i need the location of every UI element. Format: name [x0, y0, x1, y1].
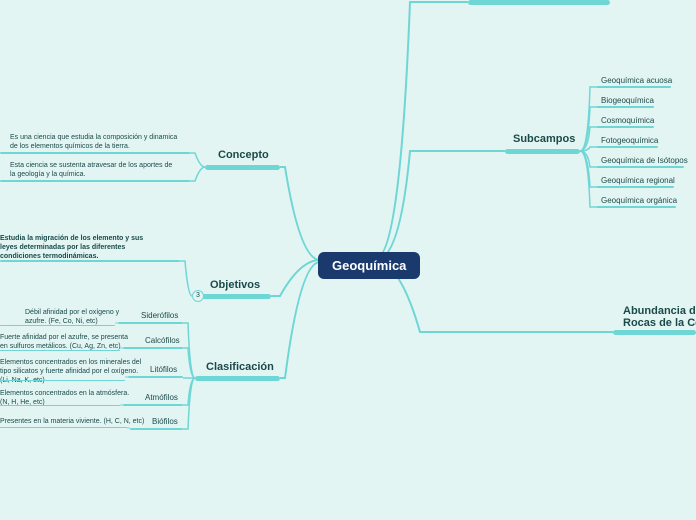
concepto-child-1-ul	[0, 180, 190, 182]
objetivos-child-0: Estudia la migración de los elemento y s…	[0, 234, 143, 261]
clasif-biofilos-desc-ul	[0, 427, 127, 428]
branch-abundancia-underline	[613, 330, 696, 335]
branch-concepto[interactable]: Concepto	[218, 149, 269, 161]
branch-clasificacion-underline	[195, 376, 280, 381]
clasif-biofilos-ul	[130, 428, 183, 430]
sub-organica-ul	[596, 206, 676, 208]
clasif-litofilos-desc: Elementos concentrados en los minerales …	[0, 358, 141, 385]
sub-isotopos-ul	[596, 166, 684, 168]
clasif-calcofilos-desc-ul	[0, 350, 120, 351]
sub-acuosa-ul	[596, 86, 671, 88]
clasif-atmofilos-desc-ul	[0, 405, 120, 406]
clasif-litofilos[interactable]: Litófilos	[150, 365, 177, 374]
clasif-biofilos-desc: Presentes en la materia viviente. (H, C,…	[0, 417, 144, 426]
branch-clasificacion[interactable]: Clasificación	[206, 361, 274, 373]
sub-regional[interactable]: Geoquímica regional	[601, 176, 675, 185]
branch-objetivos[interactable]: Objetivos	[210, 279, 260, 291]
clasif-litofilos-desc-ul	[0, 380, 125, 381]
sub-acuosa[interactable]: Geoquímica acuosa	[601, 76, 672, 85]
concepto-child-0-ul	[0, 152, 190, 154]
sub-cosmo-ul	[596, 126, 654, 128]
sub-biogeo[interactable]: Biogeoquímica	[601, 96, 654, 105]
objetivos-child-0-ul	[0, 260, 180, 262]
branch-objetivos-underline	[196, 294, 271, 299]
branch-subcampos-underline	[505, 149, 580, 154]
clasif-calcofilos-ul	[123, 347, 183, 349]
concepto-child-1: Esta ciencia se sustenta atravesar de lo…	[10, 161, 172, 179]
branch-concepto-underline	[205, 165, 280, 170]
clasif-siderofilos-desc: Débil afinidad por el oxígeno y azufre. …	[25, 308, 119, 326]
clasif-calcofilos-desc: Fuerte afinidad por el azufre, se presen…	[0, 333, 128, 351]
clasif-calcofilos[interactable]: Calcófilos	[145, 336, 180, 345]
clasif-atmofilos-ul	[123, 404, 183, 406]
objetivos-collapse-dot[interactable]: 3	[192, 290, 204, 302]
sub-organica[interactable]: Geoquímica orgánica	[601, 196, 677, 205]
sub-biogeo-ul	[596, 106, 654, 108]
clasif-atmofilos[interactable]: Atmófilos	[145, 393, 178, 402]
sub-foto-ul	[596, 146, 658, 148]
branch-abundancia[interactable]: Abundancia de los Elementos en las Rocas…	[623, 305, 696, 329]
clasif-siderofilos-ul	[118, 322, 183, 324]
sub-regional-ul	[596, 186, 674, 188]
sub-foto[interactable]: Fotogeoquímica	[601, 136, 658, 145]
clasif-siderofilos-desc-ul	[0, 325, 115, 326]
concepto-child-0: Es una ciencia que estudia la composició…	[10, 133, 177, 151]
branch-subcampos[interactable]: Subcampos	[513, 133, 575, 145]
clasif-siderofilos[interactable]: Siderófilos	[141, 311, 178, 320]
offscreen-branch-underline	[468, 0, 610, 5]
sub-cosmo[interactable]: Cosmoquímica	[601, 116, 654, 125]
sub-isotopos[interactable]: Geoquímica de Isótopos	[601, 156, 688, 165]
root-node[interactable]: Geoquímica	[318, 252, 420, 279]
clasif-biofilos[interactable]: Biófilos	[152, 417, 178, 426]
